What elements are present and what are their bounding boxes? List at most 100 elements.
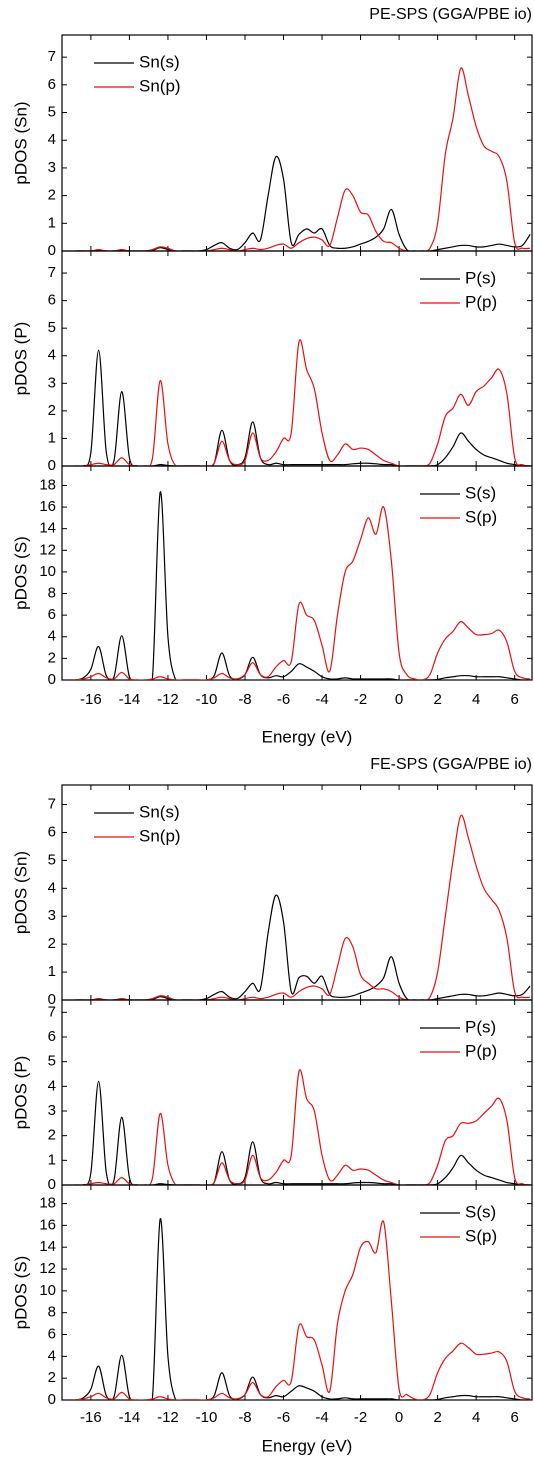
y-tick-label: 7 — [48, 796, 56, 813]
y-tick-label: 4 — [48, 1347, 56, 1364]
series-line — [75, 506, 531, 680]
y-tick-label: 3 — [48, 374, 56, 391]
x-tick-label: -14 — [119, 691, 141, 708]
y-tick-label: 4 — [48, 628, 56, 645]
x-tick-label: -8 — [238, 691, 251, 708]
legend-label: Sn(p) — [139, 76, 181, 95]
y-axis-label: pDOS (P) — [11, 1056, 30, 1130]
x-tick-label: -14 — [119, 1409, 141, 1426]
y-axis-label: pDOS (Sn) — [11, 101, 30, 184]
legend-label: P(p) — [465, 1041, 497, 1060]
x-tick-label: -12 — [157, 1409, 179, 1426]
x-tick-label: -8 — [238, 1409, 251, 1426]
y-tick-label: 8 — [48, 585, 56, 602]
series-line — [75, 155, 531, 251]
x-tick-label: 0 — [395, 1409, 403, 1426]
plot-frame — [61, 465, 533, 681]
y-tick-label: 6 — [48, 1028, 56, 1045]
legend-label: Sn(p) — [139, 826, 181, 845]
y-tick-label: 16 — [39, 1216, 56, 1233]
y-tick-label: 1 — [48, 963, 56, 980]
series-line — [75, 1069, 531, 1185]
x-tick-label: 0 — [395, 691, 403, 708]
y-tick-label: 6 — [48, 606, 56, 623]
legend-label: S(p) — [465, 1226, 497, 1245]
y-tick-label: 0 — [48, 457, 56, 474]
y-tick-label: 4 — [48, 1077, 56, 1094]
plot-frame — [61, 1184, 533, 1401]
y-tick-label: 0 — [48, 242, 56, 259]
x-axis-label: Energy (eV) — [262, 1436, 353, 1455]
y-tick-label: 7 — [48, 48, 56, 65]
y-axis-label: pDOS (Sn) — [11, 851, 30, 934]
y-tick-label: 1 — [48, 429, 56, 446]
legend-label: S(s) — [465, 483, 496, 502]
y-tick-label: 14 — [39, 1238, 56, 1255]
x-tick-label: -2 — [354, 691, 367, 708]
series-line — [75, 1218, 531, 1400]
x-tick-label: -6 — [277, 1409, 290, 1426]
x-tick-label: -16 — [80, 691, 102, 708]
chart-title: PE-SPS (GGA/PBE io) — [369, 6, 532, 23]
x-tick-label: -2 — [354, 1409, 367, 1426]
y-tick-label: 5 — [48, 1053, 56, 1070]
y-tick-label: 2 — [48, 649, 56, 666]
y-tick-label: 5 — [48, 319, 56, 336]
y-tick-label: 2 — [48, 187, 56, 204]
y-tick-label: 8 — [48, 1304, 56, 1321]
y-tick-label: 12 — [39, 1260, 56, 1277]
y-tick-label: 2 — [48, 1369, 56, 1386]
y-tick-label: 6 — [48, 292, 56, 309]
series-line — [75, 814, 531, 1000]
x-tick-label: -4 — [315, 691, 328, 708]
y-tick-label: 18 — [39, 1195, 56, 1212]
y-tick-label: 2 — [48, 1127, 56, 1144]
series-line — [75, 491, 531, 680]
y-tick-label: 4 — [48, 347, 56, 364]
y-tick-label: 1 — [48, 214, 56, 231]
series-line — [75, 1220, 531, 1400]
y-tick-label: 0 — [48, 1391, 56, 1408]
y-tick-label: 12 — [39, 541, 56, 558]
y-tick-label: 14 — [39, 520, 56, 537]
y-axis-label: pDOS (S) — [11, 536, 30, 610]
legend-label: Sn(s) — [139, 52, 180, 71]
y-tick-label: 0 — [48, 671, 56, 688]
x-tick-label: 2 — [433, 1409, 441, 1426]
legend-label: Sn(s) — [139, 802, 180, 821]
series-line — [75, 894, 531, 1000]
y-tick-label: 18 — [39, 476, 56, 493]
plot-frame — [61, 784, 533, 1001]
series-line — [75, 339, 531, 466]
y-axis-label: pDOS (P) — [11, 322, 30, 396]
chart-title: FE-SPS (GGA/PBE io) — [370, 756, 532, 773]
y-tick-label: 16 — [39, 498, 56, 515]
y-tick-label: 7 — [48, 264, 56, 281]
y-tick-label: 3 — [48, 1102, 56, 1119]
series-line — [75, 1080, 531, 1185]
y-tick-label: 3 — [48, 159, 56, 176]
y-tick-label: 1 — [48, 1151, 56, 1168]
legend-label: P(s) — [465, 1017, 496, 1036]
x-tick-label: 6 — [510, 691, 518, 708]
y-tick-label: 2 — [48, 402, 56, 419]
y-tick-label: 10 — [39, 1282, 56, 1299]
legend-label: S(s) — [465, 1202, 496, 1221]
y-tick-label: 6 — [48, 1325, 56, 1342]
y-tick-label: 10 — [39, 563, 56, 580]
x-tick-label: 6 — [510, 1409, 518, 1426]
y-tick-label: 0 — [48, 1176, 56, 1193]
y-tick-label: 6 — [48, 823, 56, 840]
y-tick-label: 2 — [48, 935, 56, 952]
x-tick-label: 4 — [472, 1409, 480, 1426]
legend-label: S(p) — [465, 507, 497, 526]
y-tick-label: 5 — [48, 851, 56, 868]
x-tick-label: 4 — [472, 691, 480, 708]
y-tick-label: 5 — [48, 104, 56, 121]
x-tick-label: 2 — [433, 691, 441, 708]
y-tick-label: 4 — [48, 879, 56, 896]
y-tick-label: 3 — [48, 907, 56, 924]
legend-label: P(s) — [465, 268, 496, 287]
legend-label: P(p) — [465, 292, 497, 311]
